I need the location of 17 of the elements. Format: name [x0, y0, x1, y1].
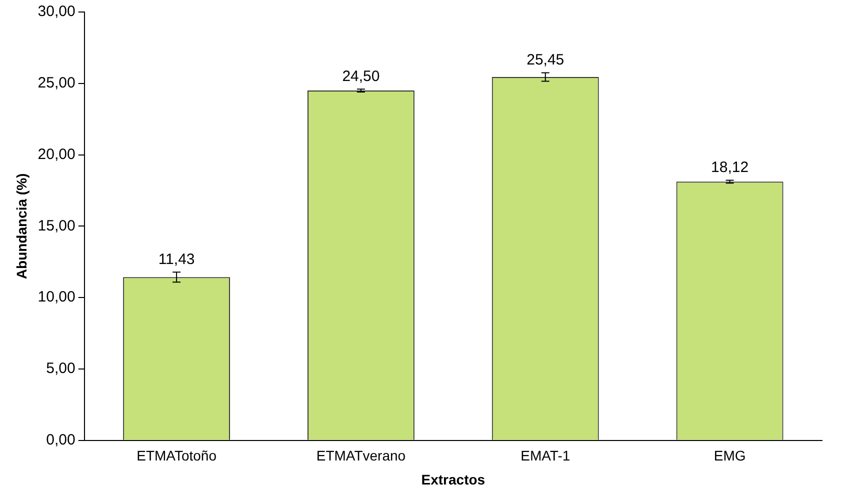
y-tick-label: 10,00: [38, 288, 76, 306]
data-label: 18,12: [711, 158, 749, 176]
x-tick-label: EMG: [714, 448, 746, 464]
x-tick-label: ETMATverano: [316, 448, 406, 464]
y-axis-title: Abundancia (%): [13, 173, 30, 280]
data-label: 24,50: [342, 68, 380, 85]
y-tick-label: 5,00: [46, 360, 76, 378]
y-tick-label: 25,00: [38, 74, 76, 92]
data-label: 11,43: [158, 250, 195, 268]
x-tick-label: ETMATotoño: [136, 448, 217, 464]
y-tick-label: 0,00: [46, 432, 76, 449]
y-tick-label: 20,00: [38, 146, 76, 163]
x-tick-label: EMAT-1: [520, 448, 570, 464]
x-axis-title: Extractos: [421, 471, 486, 488]
y-tick-label: 15,00: [38, 217, 76, 234]
data-label: 25,45: [526, 51, 564, 68]
y-tick-label: 30,00: [38, 3, 76, 20]
